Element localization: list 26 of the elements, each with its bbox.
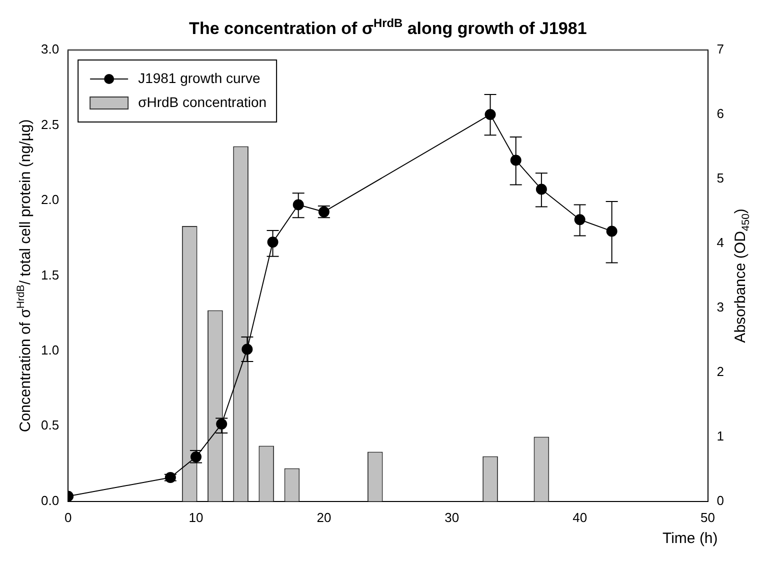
y2-tick-label: 5 [716,170,724,186]
y-tick-label: 1.5 [40,267,60,282]
y-axis-title: Concentration of σHrdB/ total cell protein (ng/µg) [15,119,34,432]
y-tick-label: 2.0 [40,192,60,208]
y2-tick-label: 1 [716,428,724,444]
x-axis-title: Time (h) [662,530,718,547]
y2-tick-label: 4 [716,235,724,250]
y-tick-label: 0.5 [40,418,60,433]
y2-axis-title: Absorbance (OD450) [732,208,752,343]
y-tick-label: 3.0 [40,42,60,57]
x-tick-label: 0 [64,510,72,525]
y-tick-label: 0.0 [40,492,60,508]
y-tick-label: 1.0 [40,342,60,358]
x-tick-label: 10 [188,510,204,525]
x-tick-label: 50 [700,510,716,525]
y2-tick-label: 7 [716,42,724,57]
y2-tick-label: 0 [716,492,724,508]
x-tick-label: 20 [316,510,332,525]
y2-tick-label: 6 [716,106,724,122]
y2-tick-label: 2 [716,364,724,380]
legend-label: J1981 growth curve [138,70,260,86]
x-tick-label: 40 [572,510,588,525]
y-tick-label: 2.5 [40,116,60,132]
y2-tick-label: 3 [716,300,724,315]
legend-label: σHrdB concentration [138,94,267,110]
x-tick-label: 30 [444,510,460,525]
